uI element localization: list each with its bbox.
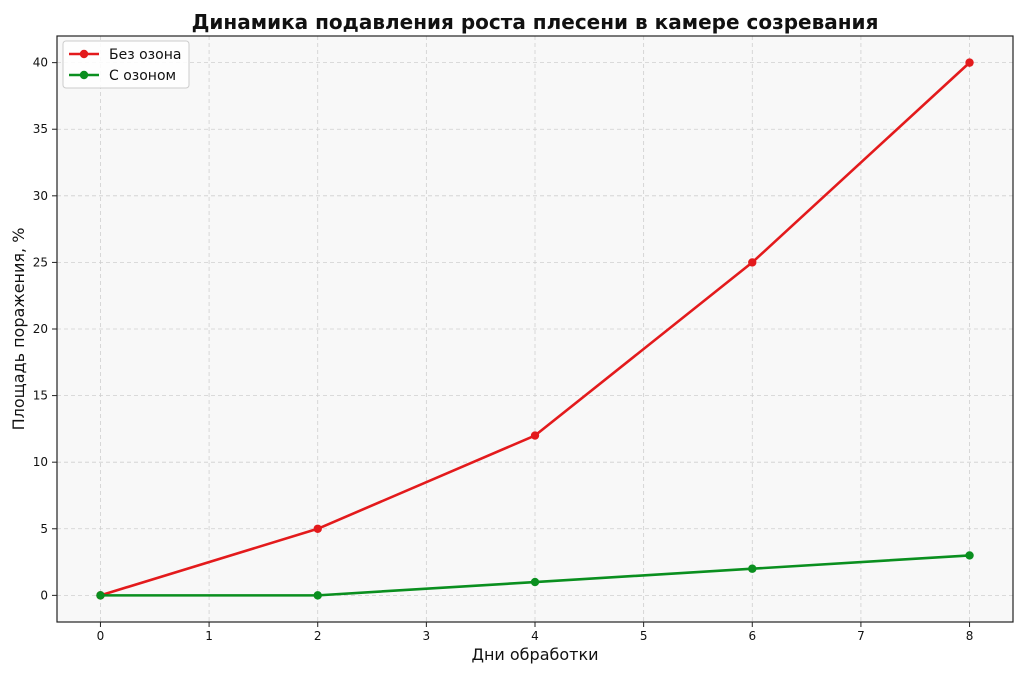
y-tick-label: 25 <box>33 255 48 269</box>
grid <box>57 36 1013 622</box>
chart-title: Динамика подавления роста плесени в каме… <box>192 10 879 34</box>
data-point-0-2 <box>530 431 540 440</box>
legend-label: Без озона <box>109 47 181 63</box>
legend-items: Без озона С озоном <box>69 47 181 84</box>
data-point-1-3 <box>748 564 757 573</box>
x-tick-label: 0 <box>97 629 105 643</box>
y-tick-label: 0 <box>40 588 48 602</box>
y-tick-label: 10 <box>33 455 48 469</box>
data-point-1-4 <box>965 551 974 560</box>
x-tick-label: 6 <box>748 629 756 643</box>
x-tick-label: 4 <box>531 629 539 643</box>
legend-label: С озоном <box>109 68 176 84</box>
y-tick-label: 15 <box>33 389 48 403</box>
x-tick-label: 8 <box>966 629 974 643</box>
data-point-0-3 <box>748 258 757 267</box>
x-tick-label: 7 <box>857 629 865 643</box>
data-point-0-1 <box>313 524 322 533</box>
y-tick-label: 40 <box>33 56 48 70</box>
x-tick-label: 2 <box>314 629 322 643</box>
data-point-1-1 <box>313 591 322 600</box>
y-tick-label: 5 <box>40 522 48 536</box>
y-tick-label: 20 <box>33 322 48 336</box>
legend: Без озона С озоном <box>62 40 190 89</box>
x-tick-label: 1 <box>205 629 213 643</box>
y-tick-label: 35 <box>33 122 48 136</box>
data-point-0-4 <box>965 58 974 67</box>
ticks: 0 1 2 3 4 5 6 7 8 0 5 10 15 20 25 30 35 40 <box>33 56 974 643</box>
y-axis-label: Площадь поражения, % <box>9 228 28 431</box>
x-tick-label: 3 <box>423 629 431 643</box>
series-layer <box>96 58 974 600</box>
data-point-1-0 <box>96 591 105 600</box>
legend-swatch-marker <box>79 70 89 80</box>
y-tick-label: 30 <box>33 189 48 203</box>
legend-swatch-marker <box>79 49 89 59</box>
data-point-1-2 <box>530 577 540 587</box>
x-axis-label: Дни обработки <box>471 645 598 664</box>
x-tick-label: 5 <box>640 629 648 643</box>
